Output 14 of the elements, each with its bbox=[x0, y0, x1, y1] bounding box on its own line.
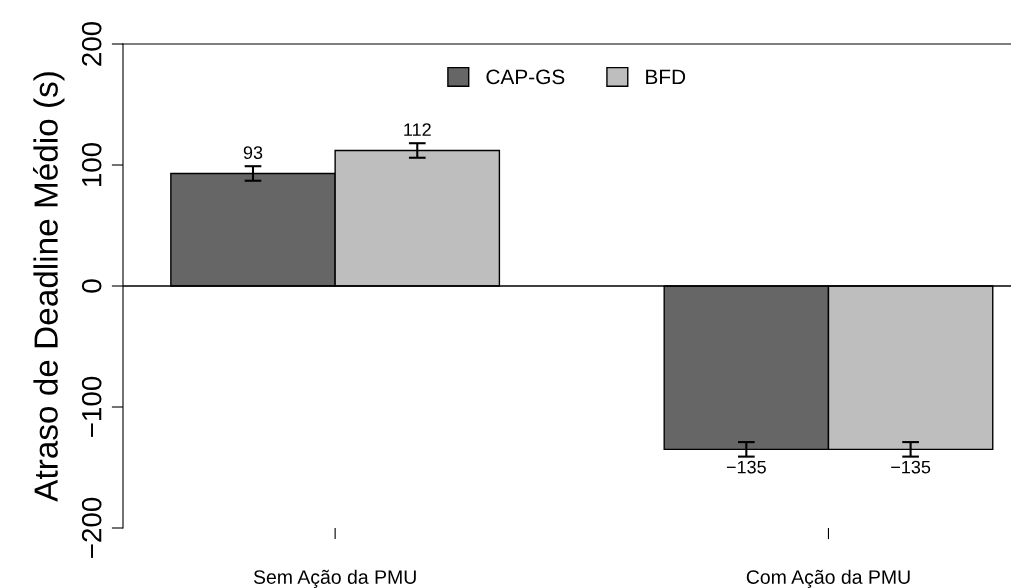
data-label: −135 bbox=[891, 460, 931, 474]
y-tick-label: −100 bbox=[81, 376, 102, 437]
data-label: 112 bbox=[404, 123, 431, 136]
legend-label: BFD bbox=[646, 69, 686, 85]
legend-label: CAP-GS bbox=[486, 69, 565, 85]
data-label: −135 bbox=[726, 460, 766, 474]
y-tick-label: 100 bbox=[81, 142, 102, 187]
y-tick-label: −200 bbox=[81, 497, 102, 558]
x-tick-label: Sem Ação da PMU bbox=[253, 569, 416, 588]
data-label: 93 bbox=[243, 146, 263, 160]
x-tick-label: Com Ação da PMU bbox=[746, 569, 910, 588]
y-tick-label: 200 bbox=[81, 21, 102, 66]
y-tick-label: 0 bbox=[81, 279, 102, 293]
y-axis-title: Atraso de Deadline Médio (s) bbox=[33, 72, 65, 502]
